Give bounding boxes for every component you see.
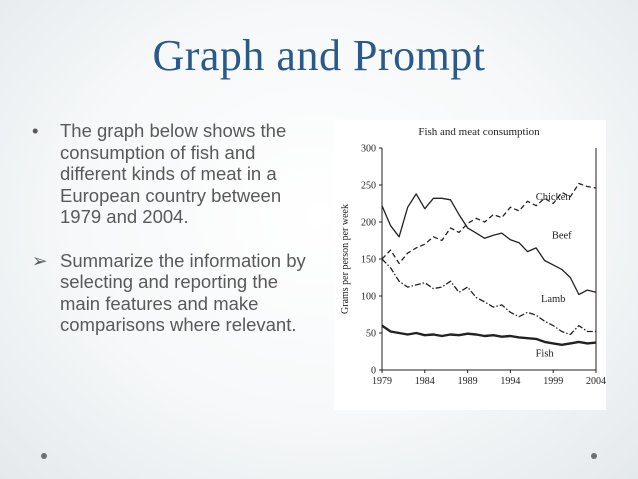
x-tick-label: 1984	[415, 376, 435, 387]
x-tick-label: 2004	[586, 376, 606, 387]
chart-image: Fish and meat consumption Grams per perso…	[334, 120, 606, 410]
bullet-item: ➢ Summarize the information by selecting…	[30, 250, 315, 336]
x-tick-label: 1989	[458, 376, 478, 387]
y-tick-label: 50	[366, 329, 376, 340]
series-line-lamb	[381, 258, 596, 336]
x-tick-label: 1994	[500, 376, 520, 387]
series-label-fish: Fish	[536, 349, 555, 360]
chart-title: Fish and meat consumption	[418, 126, 540, 138]
y-tick-label: 100	[361, 292, 376, 303]
series-line-beef	[381, 193, 597, 296]
bullet-dot-icon: •	[32, 120, 39, 141]
bullet-text: The graph below shows the consumption of…	[60, 120, 287, 227]
x-tick-label: 1979	[372, 376, 392, 387]
series-line-chicken	[381, 182, 597, 265]
y-tick-label: 250	[361, 181, 376, 192]
decorative-dot	[41, 453, 47, 459]
series-label-beef: Beef	[552, 230, 572, 241]
arrow-bullet-icon: ➢	[32, 249, 48, 271]
bullet-text: Summarize the information by selecting a…	[60, 249, 306, 336]
prompt-text: • The graph below shows the consumption …	[30, 120, 315, 336]
slide-title: Graph and Prompt	[152, 31, 486, 80]
series-line-fish	[381, 324, 597, 347]
series-label-chicken: Chicken	[536, 192, 572, 203]
line-chart: Fish and meat consumption Grams per perso…	[340, 126, 606, 387]
bullet-item: • The graph below shows the consumption …	[30, 120, 315, 228]
decorative-dot	[591, 453, 597, 459]
x-tick-label: 1999	[543, 376, 563, 387]
y-tick-label: 0	[371, 366, 376, 377]
y-tick-label: 150	[361, 255, 376, 266]
y-tick-label: 300	[361, 144, 376, 155]
series-label-lamb: Lamb	[541, 294, 566, 305]
y-tick-label: 200	[361, 218, 376, 229]
y-axis-label: Grams per person per week	[340, 204, 351, 314]
